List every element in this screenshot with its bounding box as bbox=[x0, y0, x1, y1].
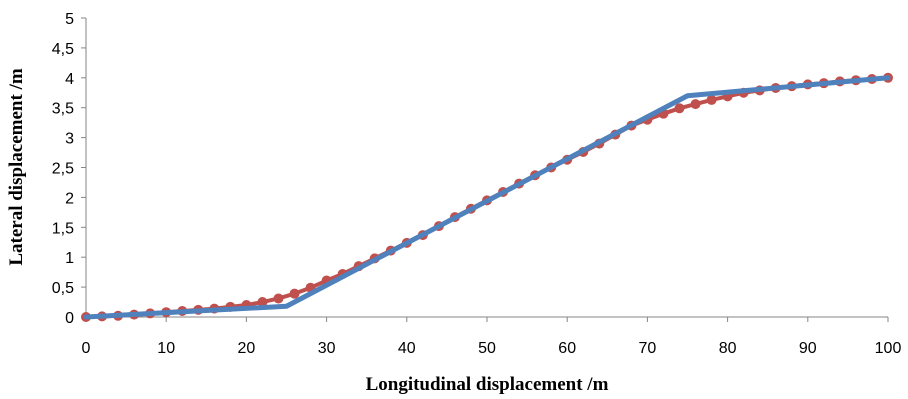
chart-axes bbox=[85, 18, 888, 318]
x-axis-title: Longitudinal displacement /m bbox=[366, 374, 609, 395]
series-layer bbox=[81, 72, 893, 322]
y-tick-label: 4 bbox=[65, 71, 74, 88]
x-tick-label: 100 bbox=[875, 340, 902, 357]
x-tick-label: 30 bbox=[318, 340, 336, 357]
y-tick-label: 3 bbox=[65, 131, 74, 148]
x-tick-label: 90 bbox=[799, 340, 817, 357]
y-tick-label: 4,5 bbox=[52, 41, 74, 58]
y-tick-label: 0 bbox=[65, 310, 74, 327]
series-2-line bbox=[83, 75, 891, 320]
series-1-point bbox=[690, 99, 701, 110]
series-1-point bbox=[257, 297, 268, 308]
y-tick-label: 1,5 bbox=[52, 220, 74, 237]
x-tick-label: 80 bbox=[719, 340, 737, 357]
series-1-point bbox=[674, 103, 685, 114]
x-tick-label: 0 bbox=[82, 340, 91, 357]
y-tick-label: 2 bbox=[65, 190, 74, 207]
y-tick-label: 2,5 bbox=[52, 161, 74, 178]
x-tick-label: 50 bbox=[478, 340, 496, 357]
y-tick-label: 3,5 bbox=[52, 101, 74, 118]
y-axis-title: Lateral displacement /m bbox=[6, 68, 27, 266]
series-1-point bbox=[289, 288, 300, 299]
x-tick-label: 60 bbox=[558, 340, 576, 357]
series-2 bbox=[83, 75, 891, 320]
x-axis-ticks: 0 10 20 30 40 50 60 70 80 90 100 bbox=[82, 317, 902, 357]
x-tick-label: 40 bbox=[398, 340, 416, 357]
series-1-point bbox=[273, 293, 284, 304]
x-tick-label: 20 bbox=[238, 340, 256, 357]
y-tick-label: 0,5 bbox=[52, 280, 74, 297]
x-tick-label: 10 bbox=[157, 340, 175, 357]
series-1-point bbox=[706, 94, 717, 105]
x-tick-label: 70 bbox=[639, 340, 657, 357]
series-1 bbox=[81, 72, 893, 322]
y-axis-ticks: 0 0,5 1 1,5 2 2,5 3 3,5 4 4,5 5 bbox=[52, 11, 86, 327]
y-tick-label: 1 bbox=[65, 250, 74, 267]
y-tick-label: 5 bbox=[65, 11, 74, 28]
